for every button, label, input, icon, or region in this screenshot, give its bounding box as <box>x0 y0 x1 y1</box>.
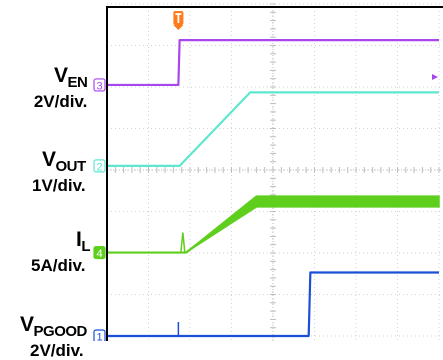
channel-markers: 3 2 4 1 <box>93 78 106 342</box>
trigger-marker-glyph <box>175 13 182 23</box>
channel-marker-vout <box>93 159 106 173</box>
trigger-t-icon <box>173 11 184 30</box>
vpgood-label: VPGOOD 2V/div. <box>20 313 88 360</box>
trigger-marker-pointer <box>173 25 184 30</box>
waveform-traces <box>107 39 440 338</box>
il-label-sub: L <box>81 238 91 255</box>
vpgood-label-name: V <box>20 313 34 336</box>
channel-marker-il <box>93 245 106 260</box>
ven-label-sub: EN <box>67 74 88 91</box>
trace-i-l <box>107 200 439 254</box>
il-label-name: I <box>76 228 82 251</box>
channel-marker-il-label: 4 <box>96 248 102 260</box>
trace-i-l-spike <box>180 232 186 253</box>
ven-scale: 2V/div. <box>33 92 88 111</box>
vout-label-sub: OUT <box>55 158 87 175</box>
oscilloscope-capture: 3 2 4 1 <box>93 3 443 342</box>
trace-v-out <box>107 91 439 167</box>
ven-offscreen-arrow-icon <box>432 74 438 80</box>
vpgood-label-sub: PGOOD <box>33 323 88 340</box>
ven-label-name: V <box>54 64 68 87</box>
channel-marker-ven-label: 3 <box>96 80 102 92</box>
ven-label: VEN 2V/div. <box>34 64 88 111</box>
channel-marker-ven <box>93 78 106 92</box>
channel-marker-vout-label: 2 <box>96 161 102 173</box>
vout-label-name: V <box>42 148 56 171</box>
vout-scale: 1V/div. <box>32 176 86 195</box>
graticule-grid <box>106 3 443 341</box>
trace-v-pgood <box>107 271 439 338</box>
vout-label: VOUT 1V/div. <box>32 148 87 195</box>
vpgood-scale: 2V/div. <box>30 341 84 360</box>
il-label: IL 5A/div. <box>31 228 91 275</box>
channel-marker-vpgood-label: 1 <box>96 332 102 342</box>
il-scale: 5A/div. <box>31 256 86 275</box>
channel-marker-vpgood <box>93 329 106 341</box>
trace-v-en <box>107 39 439 87</box>
